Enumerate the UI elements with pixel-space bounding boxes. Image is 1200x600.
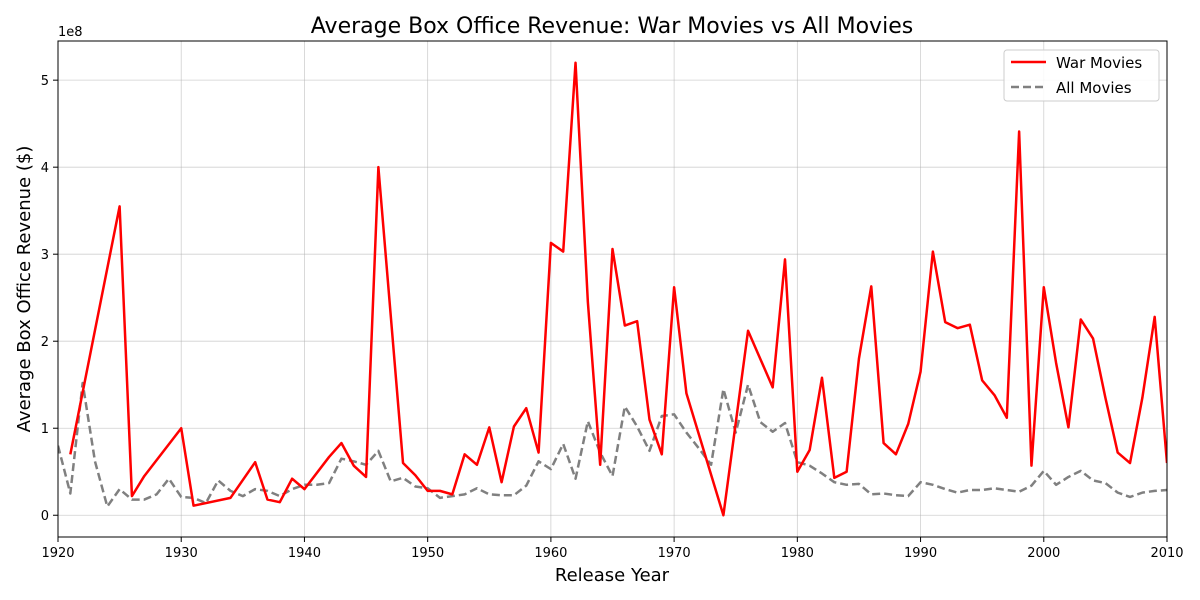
x-tick-label: 1950: [411, 546, 444, 561]
x-tick-label: 1960: [534, 546, 567, 561]
x-tick-label: 1970: [658, 546, 691, 561]
y-tick-label: 4: [41, 161, 49, 176]
x-tick-label: 1930: [165, 546, 198, 561]
y-axis-label: Average Box Office Revenue ($): [14, 146, 35, 433]
y-tick-label: 1: [41, 422, 49, 437]
legend-label-all-movies: All Movies: [1056, 79, 1132, 97]
plot-frame: [57, 40, 1168, 538]
y-tick-label: 5: [41, 74, 49, 89]
x-tick-label: 1980: [781, 546, 814, 561]
y-tick-label: 0: [41, 509, 49, 524]
y-tick-label: 3: [41, 248, 49, 263]
plot-area: [58, 41, 1167, 537]
legend-label-war-movies: War Movies: [1056, 54, 1142, 72]
series-layer: [58, 61, 1167, 517]
x-tick-label: 2000: [1027, 546, 1060, 561]
legend: War Movies All Movies: [1003, 49, 1160, 102]
chart-title: Average Box Office Revenue: War Movies v…: [311, 14, 913, 39]
x-tick-label: 1920: [41, 546, 74, 561]
series-line-all-movies: [58, 381, 1167, 508]
y-axis: 0 1 2 3 4 5: [41, 74, 58, 524]
x-tick-label: 2010: [1150, 546, 1183, 561]
series-line-war-movies: [69, 61, 1167, 517]
x-tick-label: 1990: [904, 546, 937, 561]
x-axis: 1920 1930 1940 1950 1960 1970 1980 1990 2000 2010: [41, 537, 1184, 561]
x-tick-label: 1940: [288, 546, 321, 561]
y-multiplier-label: 1e8: [58, 25, 83, 40]
x-axis-label: Release Year: [555, 565, 670, 586]
y-tick-label: 2: [41, 335, 49, 350]
